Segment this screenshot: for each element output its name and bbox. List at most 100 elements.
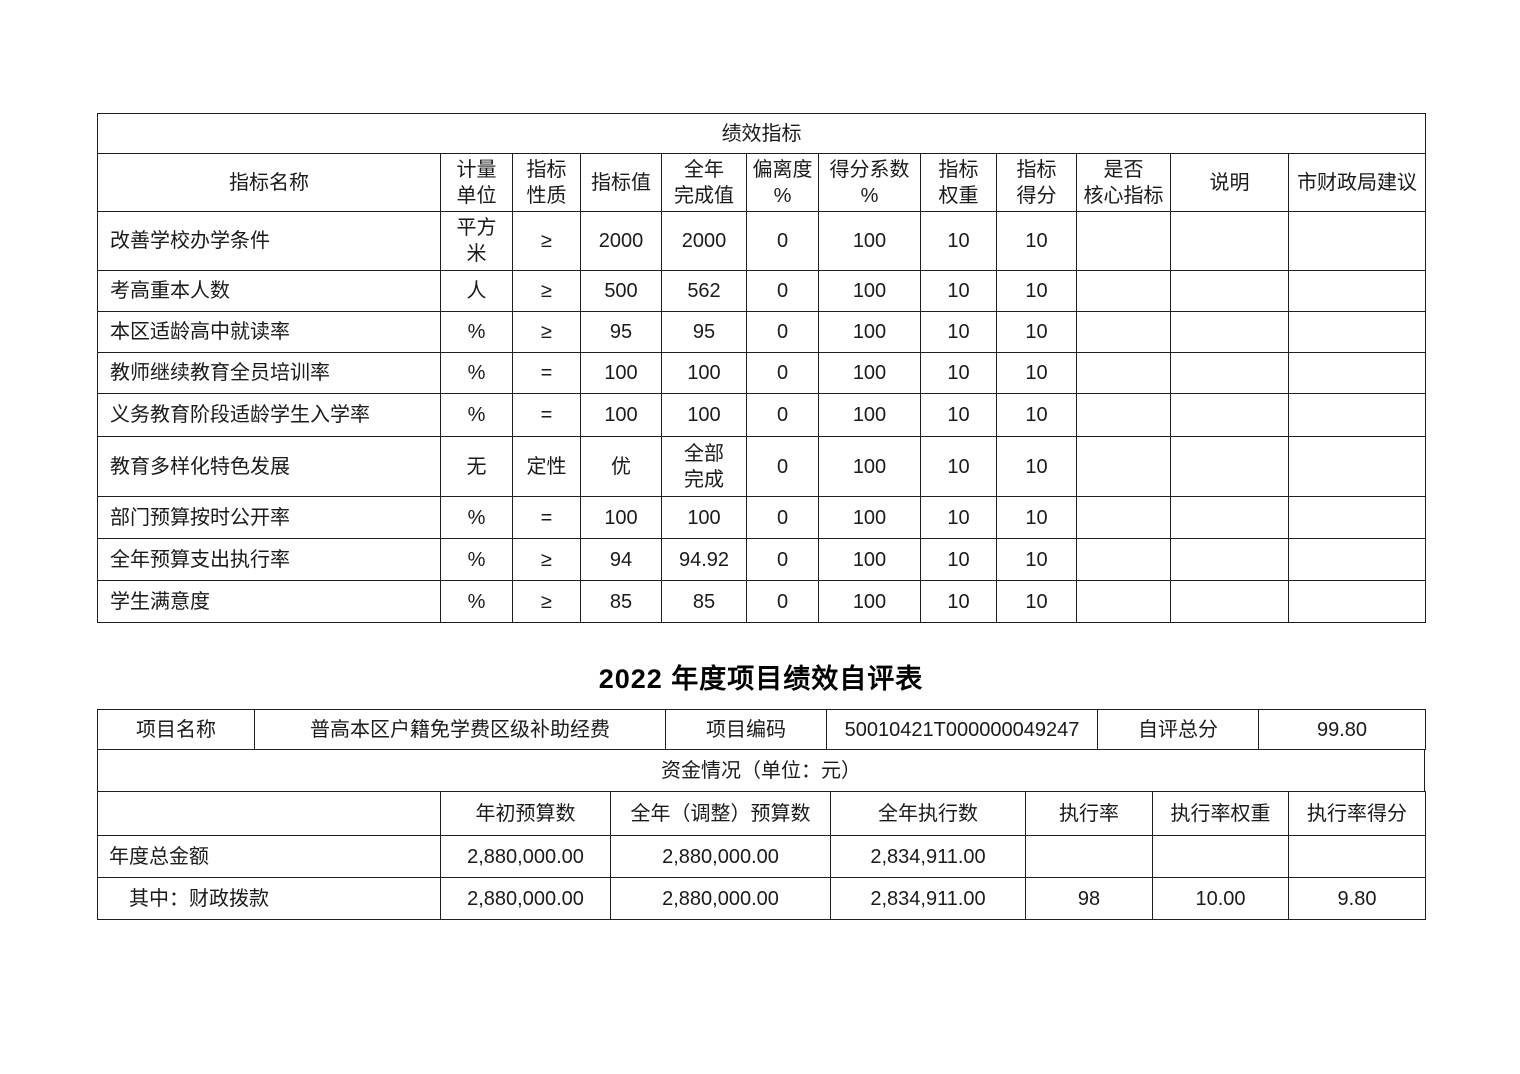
indicator-cell: 94: [580, 538, 662, 581]
funding-row: 年度总金额 2,880,000.00 2,880,000.00 2,834,911.0…: [97, 835, 1426, 878]
indicator-col-header: 市财政局建议: [1287, 153, 1427, 212]
indicator-cell: 95: [580, 311, 662, 353]
funding-cell: [1152, 835, 1289, 878]
indicator-cell: 100: [818, 311, 921, 353]
indicator-cell: [1287, 270, 1427, 312]
indicator-cell: 2000: [580, 211, 662, 271]
self-score-value: 99.80: [1258, 709, 1426, 750]
funding-cell: 98: [1025, 877, 1153, 920]
funding-col-header: 全年（调整）预算数: [610, 791, 831, 836]
indicator-cell: 100: [818, 496, 921, 539]
indicator-name-cell: 教师继续教育全员培训率: [97, 352, 441, 394]
indicator-cell: 10: [920, 538, 997, 581]
indicator-cell: =: [512, 352, 581, 394]
indicator-cell: %: [440, 580, 513, 623]
project-info-row: 项目名称 普高本区户籍免学费区级补助经费 项目编码 50010421T00000…: [97, 709, 1426, 750]
indicator-cell: ≥: [512, 538, 581, 581]
indicator-cell: 人: [440, 270, 513, 312]
indicator-cell: 10: [996, 352, 1077, 394]
indicator-cell: ≥: [512, 270, 581, 312]
indicator-cell: [1170, 393, 1289, 437]
indicator-cell: 100: [818, 436, 921, 497]
indicator-cell: 10: [920, 436, 997, 497]
indicator-cell: 562: [661, 270, 747, 312]
indicator-cell: [1076, 393, 1171, 437]
indicator-cell: %: [440, 538, 513, 581]
indicator-cell: %: [440, 393, 513, 437]
indicator-cell: 100: [580, 393, 662, 437]
indicator-cell: 10: [920, 270, 997, 312]
indicator-cell: 100: [818, 538, 921, 581]
indicator-cell: 0: [746, 496, 819, 539]
indicator-cell: [1076, 436, 1171, 497]
indicator-cell: [1287, 211, 1427, 271]
indicator-cell: 500: [580, 270, 662, 312]
indicator-cell: =: [512, 496, 581, 539]
indicator-cell: 平方 米: [440, 211, 513, 271]
funding-section-table: 资金情况（单位：元）: [97, 749, 1425, 792]
indicator-cell: 10: [996, 270, 1077, 312]
indicator-cell: 0: [746, 211, 819, 271]
indicator-cell: [1076, 352, 1171, 394]
indicator-row: 义务教育阶段适龄学生入学率% = 100 100 0 100 10 10: [97, 393, 1427, 437]
indicator-cell: 85: [580, 580, 662, 623]
funding-col-header: 执行率得分: [1288, 791, 1426, 836]
indicator-cell: 10: [996, 580, 1077, 623]
indicator-header-row: 指标名称 计量 单位 指标 性质 指标值 全年 完成值 偏离度 % 得分系数 % 指标 权重指…: [97, 153, 1427, 212]
indicator-row: 全年预算支出执行率% ≥94 94.92 0 100 10 10: [97, 538, 1427, 581]
indicator-cell: [1287, 436, 1427, 497]
indicator-cell: [1287, 538, 1427, 581]
funding-col-header: 执行率: [1025, 791, 1153, 836]
funding-table: 年初预算数 全年（调整）预算数 全年执行数 执行率 执行率权重 执行率得分 年度总金额 2,8…: [97, 791, 1426, 920]
indicator-name-cell: 学生满意度: [97, 580, 441, 623]
indicator-cell: %: [440, 496, 513, 539]
indicator-cell: ≥: [512, 580, 581, 623]
indicator-col-header: 全年 完成值: [661, 153, 747, 212]
indicator-cell: 10: [996, 211, 1077, 271]
indicator-cell: ≥: [512, 311, 581, 353]
project-code-value: 50010421T000000049247: [826, 709, 1098, 750]
indicator-cell: [1170, 580, 1289, 623]
indicator-cell: 100: [661, 352, 747, 394]
indicator-name-cell: 教育多样化特色发展: [97, 436, 441, 497]
project-info-table: 项目名称 普高本区户籍免学费区级补助经费 项目编码 50010421T00000…: [97, 709, 1426, 750]
funding-cell: 2,880,000.00: [610, 835, 831, 878]
indicator-col-header: 偏离度 %: [746, 153, 819, 212]
self-score-label: 自评总分: [1097, 709, 1259, 750]
indicator-col-header: 指标名称: [97, 153, 441, 212]
indicator-name-cell: 考高重本人数: [97, 270, 441, 312]
indicator-cell: 10: [920, 352, 997, 394]
indicator-cell: 100: [818, 270, 921, 312]
indicator-cell: 10: [996, 496, 1077, 539]
indicator-cell: [1170, 352, 1289, 394]
indicator-cell: 10: [920, 496, 997, 539]
indicator-cell: 0: [746, 311, 819, 353]
funding-row: 其中：财政拨款 2,880,000.00 2,880,000.00 2,834,911…: [97, 877, 1426, 920]
indicator-cell: [1287, 580, 1427, 623]
indicator-cell: [1287, 352, 1427, 394]
indicator-cell: 0: [746, 538, 819, 581]
indicator-row: 改善学校办学条件 平方 米 ≥2000 2000 0 100 10 10: [97, 211, 1427, 271]
funding-cell: 9.80: [1288, 877, 1426, 920]
indicator-col-header: 得分系数 %: [818, 153, 921, 212]
indicator-cell: =: [512, 393, 581, 437]
funding-col-header: [97, 791, 441, 836]
indicator-cell: 100: [818, 393, 921, 437]
indicator-cell: %: [440, 352, 513, 394]
indicator-name-cell: 全年预算支出执行率: [97, 538, 441, 581]
indicator-cell: 100: [580, 496, 662, 539]
indicator-col-header: 指标值: [580, 153, 662, 212]
indicator-cell: ≥: [512, 211, 581, 271]
indicator-row: 教师继续教育全员培训率% = 100 100 0 100 10 10: [97, 352, 1427, 394]
funding-col-header: 年初预算数: [440, 791, 611, 836]
indicator-col-header: 说明: [1170, 153, 1289, 212]
funding-col-header: 执行率权重: [1152, 791, 1289, 836]
funding-cell: 2,880,000.00: [610, 877, 831, 920]
project-code-label: 项目编码: [665, 709, 827, 750]
indicator-cell: 94.92: [661, 538, 747, 581]
indicator-cell: 优: [580, 436, 662, 497]
funding-cell: 2,834,911.00: [830, 835, 1026, 878]
indicator-cell: 0: [746, 393, 819, 437]
indicator-cell: 2000: [661, 211, 747, 271]
